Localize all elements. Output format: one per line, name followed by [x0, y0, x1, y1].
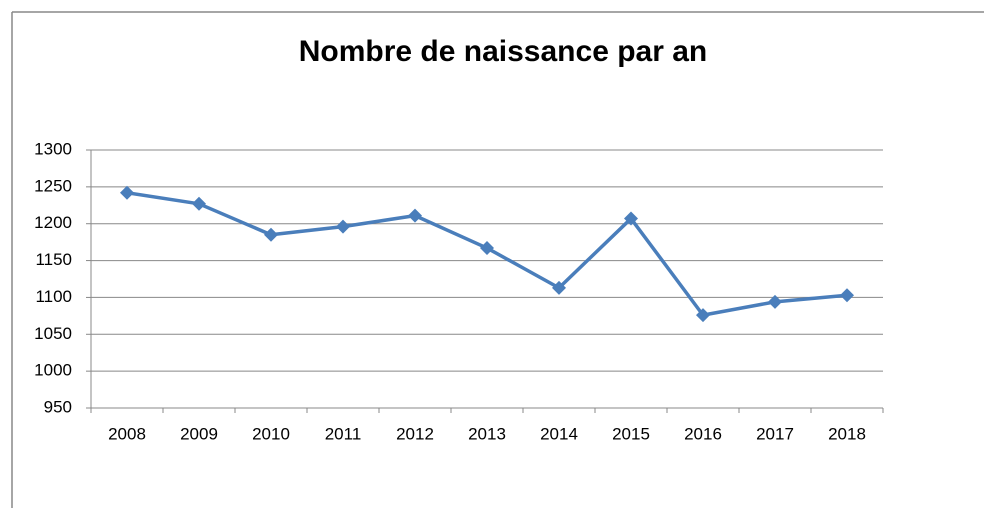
y-tick-label: 1250 [34, 176, 72, 195]
marker [552, 280, 566, 295]
y-tick-label: 950 [44, 397, 72, 416]
marker [336, 219, 350, 234]
y-tick-label: 1150 [35, 250, 72, 269]
marker [840, 288, 854, 303]
x-tick-label: 2011 [325, 424, 362, 443]
y-tick-label: 1300 [34, 139, 72, 158]
x-tick-label: 2008 [108, 424, 146, 443]
marker [696, 308, 710, 323]
x-tick-label: 2013 [468, 424, 506, 443]
marker [480, 241, 494, 256]
y-tick-label: 1000 [34, 361, 72, 380]
marker [264, 227, 278, 242]
x-tick-label: 2016 [684, 424, 722, 443]
chart-title: Nombre de naissance par an [299, 35, 708, 68]
x-tick-label: 2014 [540, 424, 578, 443]
y-tick-label: 1200 [34, 213, 72, 232]
marker [192, 196, 206, 211]
x-tick-label: 2009 [180, 424, 218, 443]
x-tick-label: 2012 [396, 424, 434, 443]
marker [408, 208, 422, 223]
x-tick-label: 2010 [252, 424, 290, 443]
x-tick-label: 2017 [756, 424, 794, 443]
marker [768, 294, 782, 309]
y-tick-label: 1050 [34, 324, 72, 343]
x-tick-label: 2015 [612, 424, 650, 443]
y-tick-label: 1100 [35, 287, 72, 306]
marker [624, 211, 638, 226]
x-tick-label: 2018 [828, 424, 866, 443]
marker [120, 185, 134, 200]
